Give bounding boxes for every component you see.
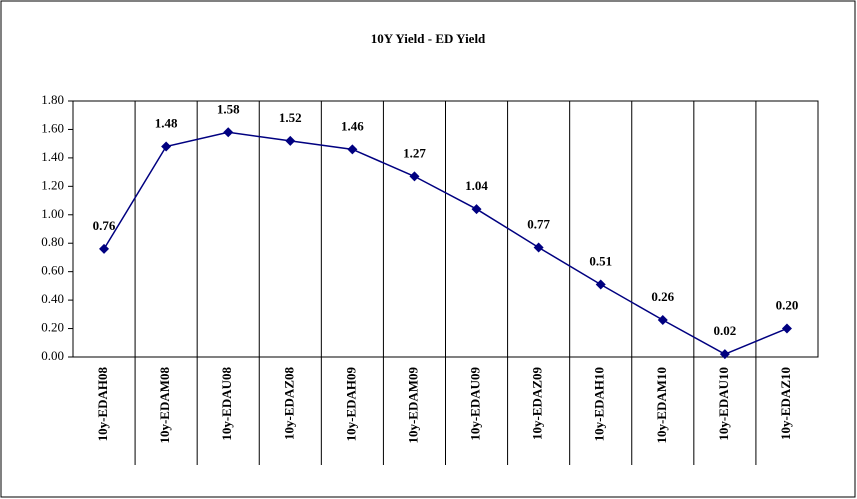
x-tick-label: 10y-EDAM08 [157, 367, 172, 444]
y-tick-label: 1.80 [41, 92, 64, 107]
y-tick-label: 0.20 [41, 320, 64, 335]
x-tick-label: 10y-EDAZ09 [530, 367, 545, 440]
data-point [409, 171, 420, 182]
data-label: 0.26 [651, 289, 674, 304]
data-point [161, 141, 172, 152]
data-label: 1.58 [217, 101, 240, 116]
data-label: 0.20 [776, 298, 799, 313]
data-point [471, 204, 482, 215]
x-tick-label: 10y-EDAH08 [95, 367, 110, 442]
data-point [781, 323, 792, 334]
data-point [347, 144, 358, 155]
y-tick-label: 1.60 [41, 120, 64, 135]
data-point [657, 315, 668, 326]
x-tick-label: 10y-EDAU09 [468, 367, 483, 441]
data-label: 1.46 [341, 118, 364, 133]
data-point [595, 279, 606, 290]
x-tick-label: 10y-EDAU10 [716, 367, 731, 441]
data-label: 1.52 [279, 110, 302, 125]
y-tick-label: 1.40 [41, 149, 64, 164]
x-tick-label: 10y-EDAH10 [592, 367, 607, 441]
data-label: 0.02 [714, 323, 737, 338]
y-tick-label: 0.80 [41, 234, 64, 249]
chart-title: 10Y Yield - ED Yield [371, 31, 486, 46]
data-label: 0.51 [589, 253, 612, 268]
y-tick-label: 1.20 [41, 177, 64, 192]
y-tick-label: 1.00 [41, 206, 64, 221]
data-point [223, 127, 234, 138]
x-tick-label: 10y-EDAH09 [343, 367, 358, 442]
y-tick-label: 0.60 [41, 263, 64, 278]
y-tick-label: 0.40 [41, 291, 64, 306]
x-tick-label: 10y-EDAM10 [654, 367, 669, 444]
data-point [533, 242, 544, 253]
x-tick-label: 10y-EDAU08 [219, 367, 234, 441]
x-tick-label: 10y-EDAZ08 [281, 367, 296, 440]
x-tick-label: 10y-EDAM09 [405, 367, 420, 444]
data-label: 0.77 [527, 216, 550, 231]
data-point [719, 349, 730, 360]
data-point [285, 135, 296, 146]
data-label: 1.48 [155, 115, 178, 130]
x-tick-label: 10y-EDAZ10 [778, 367, 793, 440]
data-label: 1.27 [403, 145, 426, 160]
y-tick-label: 0.00 [41, 348, 64, 363]
data-label: 1.04 [465, 178, 488, 193]
data-label: 0.76 [93, 218, 116, 233]
data-line [103, 131, 788, 355]
data-point [99, 243, 110, 254]
